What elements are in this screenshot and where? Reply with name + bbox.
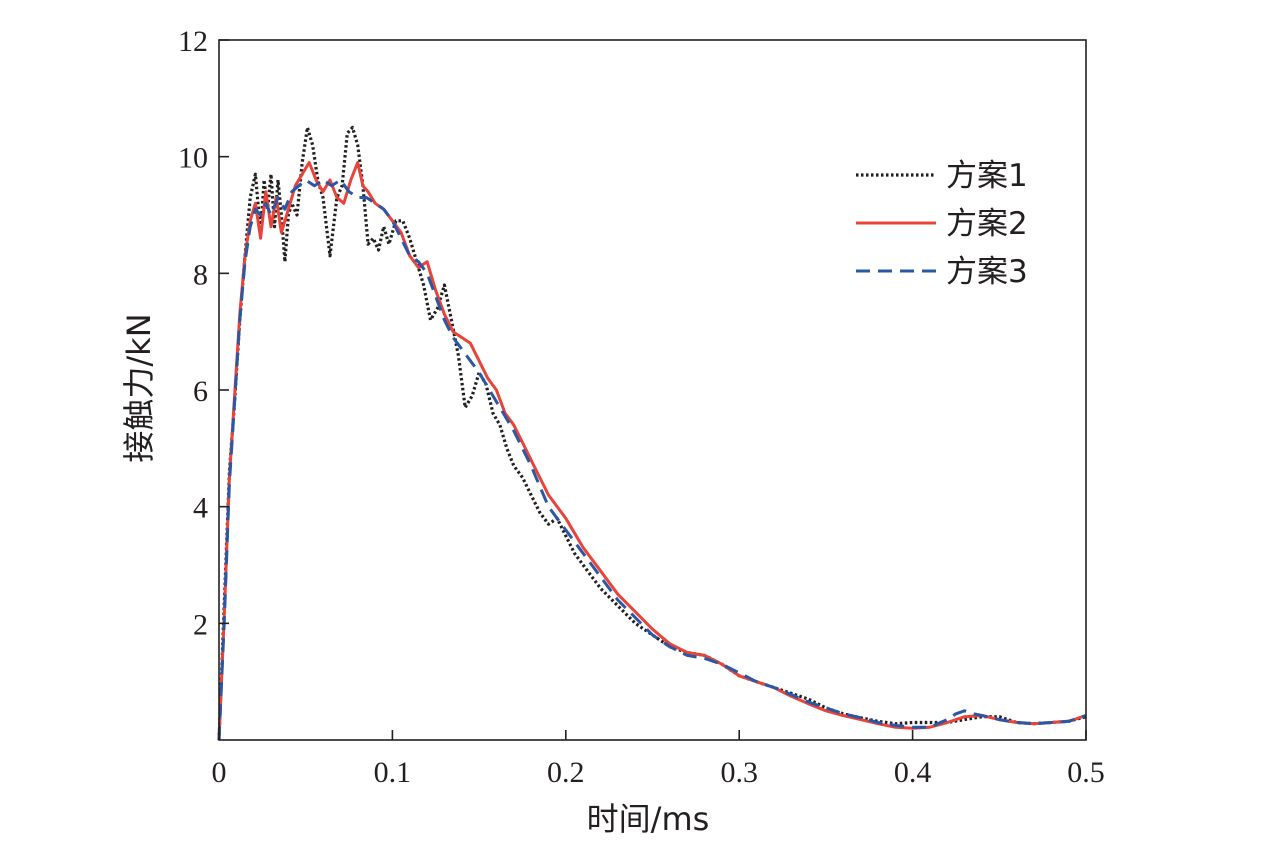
x-tick-label: 0 (212, 756, 227, 789)
legend: 方案1 方案2 方案3 (856, 158, 1028, 290)
legend-label-3: 方案3 (946, 254, 1028, 290)
x-tick-label: 0.3 (720, 756, 758, 789)
series-line-2 (217, 161, 1087, 741)
x-tick-label: 0.1 (374, 756, 412, 789)
y-tick-label: 12 (178, 25, 208, 58)
y-tick-label: 2 (193, 608, 208, 641)
series-line-1 (217, 125, 1087, 741)
y-tick-label: 8 (193, 258, 208, 291)
x-tick-label: 0.4 (894, 756, 932, 789)
plot-lines (217, 125, 1087, 741)
series-line-3 (217, 178, 1087, 741)
x-axis-ticks: 0 0.1 0.2 0.3 0.4 0.5 (212, 730, 1105, 789)
y-tick-label: 6 (193, 375, 208, 408)
x-axis-title: 时间/ms (587, 800, 710, 838)
y-axis-title: 接触力/kN (120, 313, 158, 462)
y-axis-ticks: 2 4 6 8 10 12 (178, 25, 229, 641)
y-tick-label: 10 (178, 142, 208, 175)
legend-label-2: 方案2 (946, 206, 1028, 242)
x-tick-label: 0.2 (547, 756, 585, 789)
x-tick-label: 0.5 (1067, 756, 1105, 789)
legend-label-1: 方案1 (946, 158, 1028, 194)
y-tick-label: 4 (193, 492, 208, 525)
